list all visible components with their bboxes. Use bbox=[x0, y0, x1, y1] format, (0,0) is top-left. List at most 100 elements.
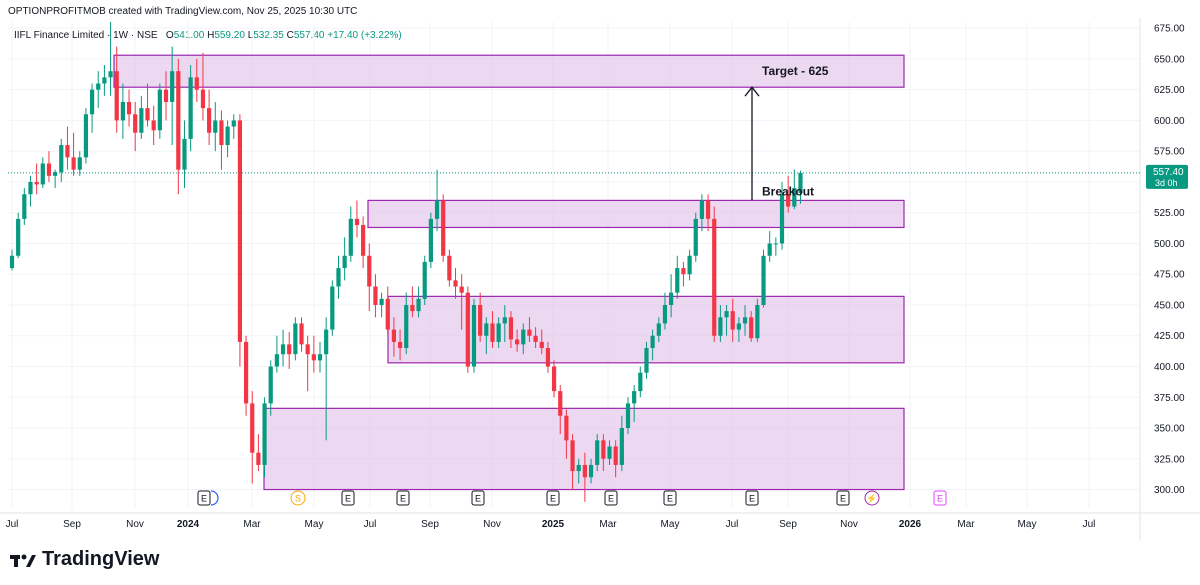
candle[interactable] bbox=[354, 200, 360, 238]
candle[interactable] bbox=[311, 335, 316, 373]
candle[interactable] bbox=[330, 280, 335, 336]
candle[interactable] bbox=[71, 132, 76, 176]
symbol-name[interactable]: IIFL Finance Limited bbox=[14, 30, 105, 41]
candle[interactable] bbox=[342, 237, 347, 281]
candle[interactable] bbox=[225, 120, 230, 158]
candle[interactable] bbox=[669, 274, 674, 318]
candle[interactable] bbox=[213, 101, 218, 152]
candle[interactable] bbox=[9, 249, 15, 271]
candle[interactable] bbox=[256, 434, 261, 472]
candle[interactable] bbox=[126, 89, 132, 127]
candle[interactable] bbox=[182, 120, 187, 189]
candle[interactable] bbox=[675, 255, 680, 299]
candle[interactable] bbox=[207, 89, 212, 146]
candle[interactable] bbox=[471, 298, 477, 373]
candle[interactable] bbox=[570, 434, 575, 490]
candle[interactable] bbox=[496, 317, 501, 349]
candle[interactable] bbox=[83, 108, 89, 164]
candle[interactable] bbox=[188, 65, 193, 152]
candle[interactable] bbox=[447, 249, 452, 287]
candle[interactable] bbox=[502, 304, 507, 342]
candle[interactable] bbox=[145, 83, 150, 127]
candle[interactable] bbox=[484, 317, 489, 355]
candle[interactable] bbox=[699, 194, 705, 232]
candle[interactable] bbox=[459, 274, 464, 330]
candle[interactable] bbox=[798, 170, 803, 204]
earnings-event-icon[interactable]: E bbox=[546, 490, 560, 506]
candle[interactable] bbox=[163, 71, 169, 121]
candle[interactable] bbox=[761, 249, 766, 308]
candle[interactable] bbox=[656, 317, 661, 342]
candle[interactable] bbox=[231, 114, 236, 139]
candle[interactable] bbox=[416, 286, 421, 318]
candle[interactable] bbox=[564, 409, 569, 459]
candle[interactable] bbox=[305, 335, 310, 392]
candle[interactable] bbox=[176, 58, 181, 195]
candle[interactable] bbox=[724, 304, 729, 336]
candle[interactable] bbox=[687, 249, 692, 281]
candle[interactable] bbox=[465, 286, 470, 373]
candle[interactable] bbox=[558, 384, 563, 435]
candle[interactable] bbox=[551, 360, 557, 398]
candle[interactable] bbox=[681, 261, 686, 287]
candle[interactable] bbox=[96, 71, 101, 109]
candle[interactable] bbox=[268, 360, 273, 416]
earnings-event-icon[interactable]: E bbox=[197, 490, 211, 506]
candle[interactable] bbox=[139, 95, 144, 139]
earnings-event-icon[interactable]: E bbox=[604, 490, 618, 506]
candle[interactable] bbox=[422, 255, 427, 305]
candle[interactable] bbox=[22, 188, 27, 226]
candle[interactable] bbox=[348, 206, 353, 262]
candle[interactable] bbox=[588, 458, 594, 484]
earnings-event-icon[interactable]: E bbox=[663, 490, 677, 506]
candle[interactable] bbox=[736, 317, 741, 342]
candle[interactable] bbox=[779, 181, 785, 250]
candle[interactable] bbox=[379, 292, 384, 318]
candle[interactable] bbox=[792, 169, 797, 210]
candle[interactable] bbox=[324, 317, 329, 441]
candle[interactable] bbox=[508, 311, 514, 349]
candle[interactable] bbox=[299, 317, 304, 352]
candle[interactable] bbox=[133, 101, 138, 152]
candle[interactable] bbox=[582, 452, 587, 502]
candle[interactable] bbox=[194, 58, 199, 102]
candle[interactable] bbox=[65, 126, 70, 170]
earnings-event-icon[interactable]: E bbox=[933, 490, 947, 506]
candle[interactable] bbox=[786, 175, 791, 213]
candle[interactable] bbox=[619, 415, 624, 472]
candle[interactable] bbox=[336, 255, 341, 299]
candle[interactable] bbox=[515, 329, 520, 352]
candle[interactable] bbox=[237, 114, 243, 367]
candle[interactable] bbox=[280, 329, 286, 367]
earnings-event-icon[interactable]: E bbox=[341, 490, 355, 506]
candle[interactable] bbox=[410, 286, 415, 318]
candle[interactable] bbox=[718, 304, 723, 342]
candle[interactable] bbox=[607, 440, 612, 465]
candle[interactable] bbox=[170, 46, 175, 146]
candle[interactable] bbox=[521, 323, 526, 355]
candle[interactable] bbox=[385, 286, 390, 336]
zone-rect[interactable] bbox=[263, 407, 905, 491]
candle[interactable] bbox=[274, 335, 279, 373]
candle[interactable] bbox=[114, 46, 119, 133]
candle[interactable] bbox=[632, 384, 637, 422]
candle[interactable] bbox=[108, 22, 113, 96]
candle[interactable] bbox=[527, 317, 532, 342]
zone-rect[interactable] bbox=[367, 199, 905, 229]
candle[interactable] bbox=[28, 175, 33, 207]
candle[interactable] bbox=[453, 268, 458, 299]
candle[interactable] bbox=[533, 327, 538, 349]
candle[interactable] bbox=[219, 110, 224, 170]
candle[interactable] bbox=[391, 317, 397, 357]
candle[interactable] bbox=[89, 83, 95, 133]
candle[interactable] bbox=[262, 397, 267, 478]
candle[interactable] bbox=[46, 151, 52, 182]
earnings-event-icon[interactable]: E bbox=[836, 490, 850, 506]
candle[interactable] bbox=[373, 274, 378, 318]
candle[interactable] bbox=[441, 194, 446, 262]
candle[interactable] bbox=[250, 391, 255, 484]
candle[interactable] bbox=[644, 341, 649, 379]
candle[interactable] bbox=[34, 163, 39, 195]
earnings-event-icon[interactable]: E bbox=[745, 490, 759, 506]
candle[interactable] bbox=[16, 212, 21, 259]
